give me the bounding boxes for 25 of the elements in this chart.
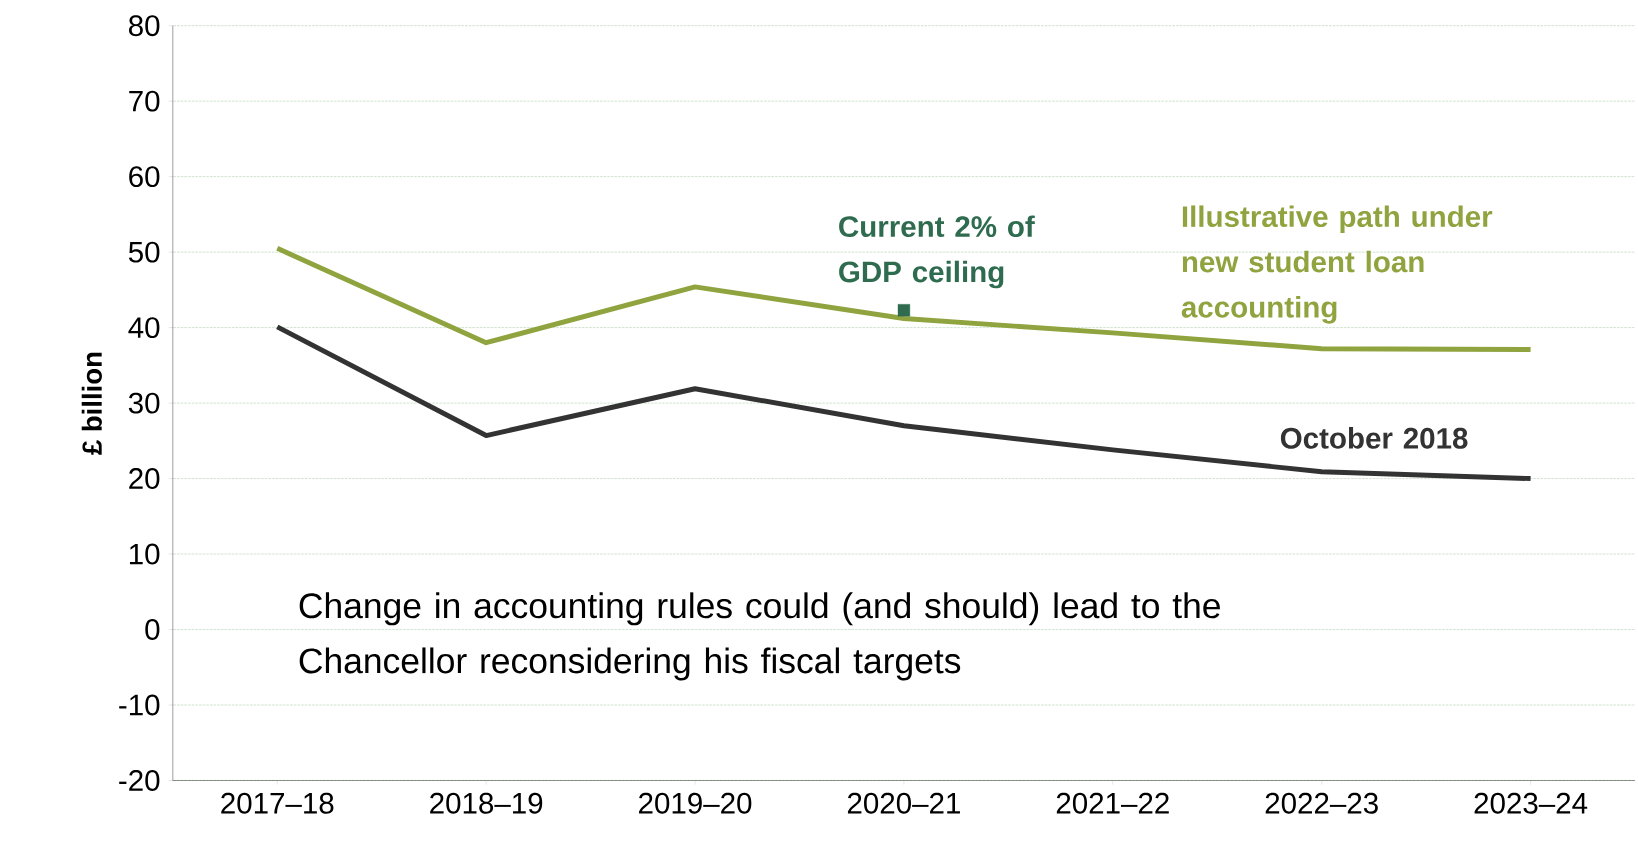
series-label: Illustrative path under new student loan accounting	[1181, 205, 1493, 324]
y-tick-label: 0	[145, 619, 160, 641]
y-axis-title: £ billion	[81, 352, 102, 456]
x-tick-label: 2021–22	[1056, 792, 1169, 814]
y-tick-label: -20	[119, 770, 160, 792]
y-tick-label: 70	[129, 90, 160, 112]
y-tick-label: 40	[128, 317, 160, 339]
y-tick-label: -10	[119, 694, 160, 716]
x-tick-label: 2019–20	[639, 792, 752, 814]
y-tick-label: 10	[129, 543, 160, 565]
y-tick-label: 80	[129, 15, 160, 37]
line-series	[274, 246, 1534, 353]
y-tick-label: 30	[128, 392, 160, 414]
x-tick-label: 2017–18	[221, 792, 334, 814]
x-tick-label: 2020–21	[847, 792, 960, 814]
y-tick-label: 60	[129, 166, 160, 188]
x-tick-label: 2022–23	[1265, 792, 1378, 814]
y-tick-label: 50	[128, 241, 160, 263]
y-tick-label: 20	[129, 468, 160, 490]
x-tick-label: 2018–19	[430, 792, 543, 814]
series-label: October 2018	[1280, 427, 1468, 449]
series-label: Current 2% of GDP ceiling	[839, 215, 1035, 289]
annotation: Change in accounting rules could (and should) lead to the Chancellor reconsidering his fiscal targets	[299, 592, 1220, 681]
x-tick-label: 2023–24	[1474, 792, 1588, 814]
line-series	[274, 324, 1534, 482]
